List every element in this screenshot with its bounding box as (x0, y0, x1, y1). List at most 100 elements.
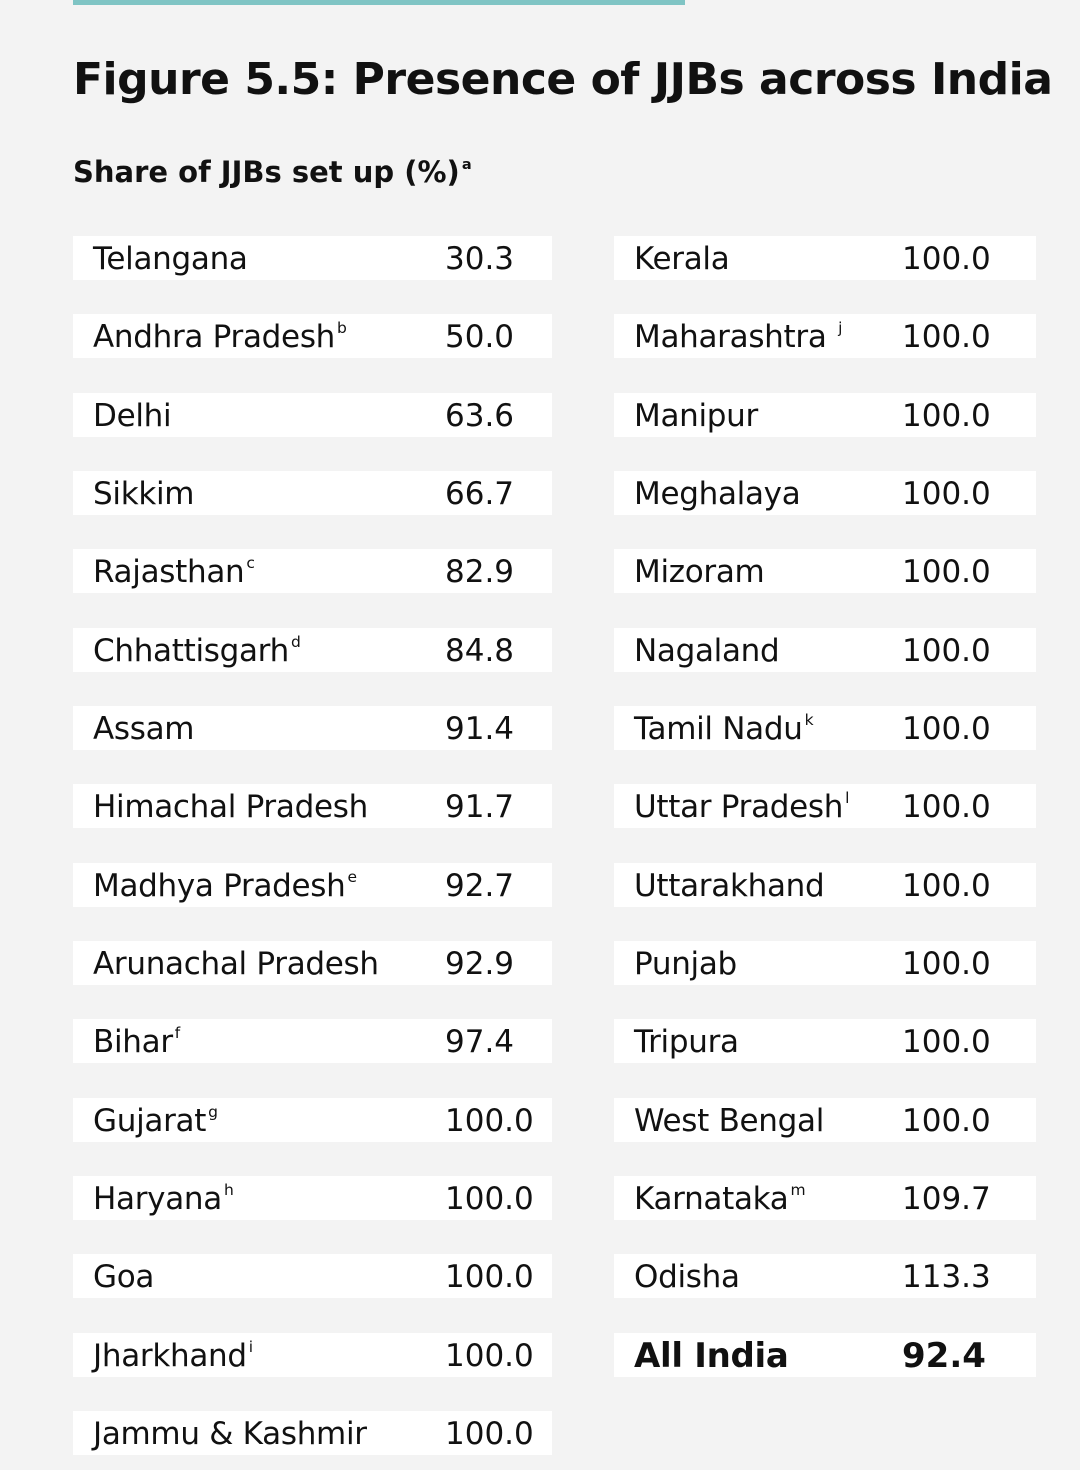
share-value: 100.0 (902, 1103, 991, 1139)
share-value: 100.0 (445, 1338, 534, 1374)
state-name: Sikkim (93, 471, 195, 515)
share-value: 100.0 (902, 633, 991, 669)
state-name-text: Sikkim (93, 476, 195, 512)
state-name: Arunachal Pradesh (93, 941, 379, 985)
share-value: 100.0 (902, 398, 991, 434)
state-name-text: All India (634, 1336, 789, 1376)
share-value: 30.3 (445, 241, 515, 277)
state-name: Manipur (634, 393, 758, 437)
table-row: Jharkhand i 100.0 (73, 1333, 552, 1377)
share-value: 92.7 (445, 868, 515, 904)
state-name: Kerala (634, 236, 730, 280)
state-name: Chhattisgarh d (93, 628, 301, 672)
table-row: Uttarakhand 100.0 (614, 863, 1036, 907)
table-row: Nagaland 100.0 (614, 628, 1036, 672)
table-row: Arunachal Pradesh 92.9 (73, 941, 552, 985)
state-name: Madhya Pradesh e (93, 863, 357, 907)
state-name: Bihar f (93, 1019, 180, 1063)
table-row: Chhattisgarh d 84.8 (73, 628, 552, 672)
share-value: 100.0 (902, 946, 991, 982)
figure-subtitle: Share of JJBs set up (%) a (73, 150, 472, 194)
state-name-text: Chhattisgarh (93, 633, 289, 669)
state-name-text: Odisha (634, 1259, 740, 1295)
state-name-text: Manipur (634, 398, 758, 434)
table-row: Goa 100.0 (73, 1254, 552, 1298)
footnote-marker: j (838, 319, 843, 338)
state-name: Tripura (634, 1019, 739, 1063)
state-name-text: Kerala (634, 241, 730, 277)
share-value: 100.0 (445, 1181, 534, 1217)
share-value: 109.7 (902, 1181, 991, 1217)
footnote-marker: h (223, 1181, 234, 1200)
footnote-marker: i (248, 1338, 253, 1357)
state-name: Gujarat g (93, 1098, 218, 1142)
table-row: Kerala 100.0 (614, 236, 1036, 280)
state-name-text: Mizoram (634, 554, 765, 590)
footnote-marker: d (290, 633, 301, 652)
state-name-text: Goa (93, 1259, 155, 1295)
share-value: 82.9 (445, 554, 515, 590)
state-name: Himachal Pradesh (93, 784, 368, 828)
state-name: Uttarakhand (634, 863, 825, 907)
state-name: Goa (93, 1254, 154, 1298)
total-label: All India (634, 1333, 789, 1377)
state-name-text: Telangana (93, 241, 248, 277)
state-name-text: Madhya Pradesh (93, 868, 346, 904)
table-row: Meghalaya 100.0 (614, 471, 1036, 515)
state-name-text: Rajasthan (93, 554, 245, 590)
share-value: 92.9 (445, 946, 515, 982)
footnote-marker: k (804, 711, 814, 730)
state-name: Uttar Pradesh l (634, 784, 849, 828)
share-value: 100.0 (445, 1259, 534, 1295)
state-name: Punjab (634, 941, 737, 985)
state-name-text: Nagaland (634, 633, 780, 669)
state-name: West Bengal (634, 1098, 824, 1142)
state-name-text: Tamil Nadu (634, 711, 803, 747)
state-name-text: Uttarakhand (634, 868, 825, 904)
footnote-marker: f (174, 1024, 180, 1043)
state-name: Jharkhand i (93, 1333, 253, 1377)
state-name-text: Andhra Pradesh (93, 319, 336, 355)
share-value: 100.0 (902, 711, 991, 747)
subtitle-footnote: a (461, 156, 472, 173)
state-name-text: Meghalaya (634, 476, 801, 512)
state-name-text: Jammu & Kashmir (93, 1416, 367, 1452)
total-value: 92.4 (902, 1336, 986, 1376)
share-value: 97.4 (445, 1024, 515, 1060)
footnote-marker: c (246, 554, 255, 573)
state-name: Karnataka m (634, 1176, 806, 1220)
state-name: Meghalaya (634, 471, 801, 515)
share-value: 100.0 (902, 476, 991, 512)
table-row: Andhra Pradesh b 50.0 (73, 314, 552, 358)
subtitle-text: Share of JJBs set up (%) (73, 155, 460, 189)
share-value: 100.0 (445, 1416, 534, 1452)
table-row: Gujarat g 100.0 (73, 1098, 552, 1142)
state-name: Jammu & Kashmir (93, 1411, 367, 1455)
state-name-text: Tripura (634, 1024, 739, 1060)
table-row: Delhi 63.6 (73, 393, 552, 437)
state-name-text: West Bengal (634, 1103, 825, 1139)
share-value: 100.0 (902, 789, 991, 825)
table-row: Tamil Nadu k 100.0 (614, 706, 1036, 750)
share-value: 91.4 (445, 711, 515, 747)
state-name: Rajasthan c (93, 549, 255, 593)
share-value: 100.0 (445, 1103, 534, 1139)
table-row: Jammu & Kashmir 100.0 (73, 1411, 552, 1455)
table-row: Odisha 113.3 (614, 1254, 1036, 1298)
table-row: Himachal Pradesh 91.7 (73, 784, 552, 828)
state-name-text: Maharashtra (634, 319, 837, 355)
table-row: Haryana h 100.0 (73, 1176, 552, 1220)
state-name-text: Uttar Pradesh (634, 789, 844, 825)
share-value: 91.7 (445, 789, 515, 825)
state-name: Assam (93, 706, 195, 750)
state-name-text: Karnataka (634, 1181, 789, 1217)
state-name: Maharashtra j (634, 314, 842, 358)
state-name: Andhra Pradesh b (93, 314, 347, 358)
state-name-text: Bihar (93, 1024, 173, 1060)
share-value: 100.0 (902, 241, 991, 277)
state-name: Nagaland (634, 628, 780, 672)
state-name: Mizoram (634, 549, 765, 593)
state-name-text: Haryana (93, 1181, 222, 1217)
figure-title: Figure 5.5: Presence of JJBs across Indi… (73, 54, 1053, 105)
table-row: Telangana 30.3 (73, 236, 552, 280)
